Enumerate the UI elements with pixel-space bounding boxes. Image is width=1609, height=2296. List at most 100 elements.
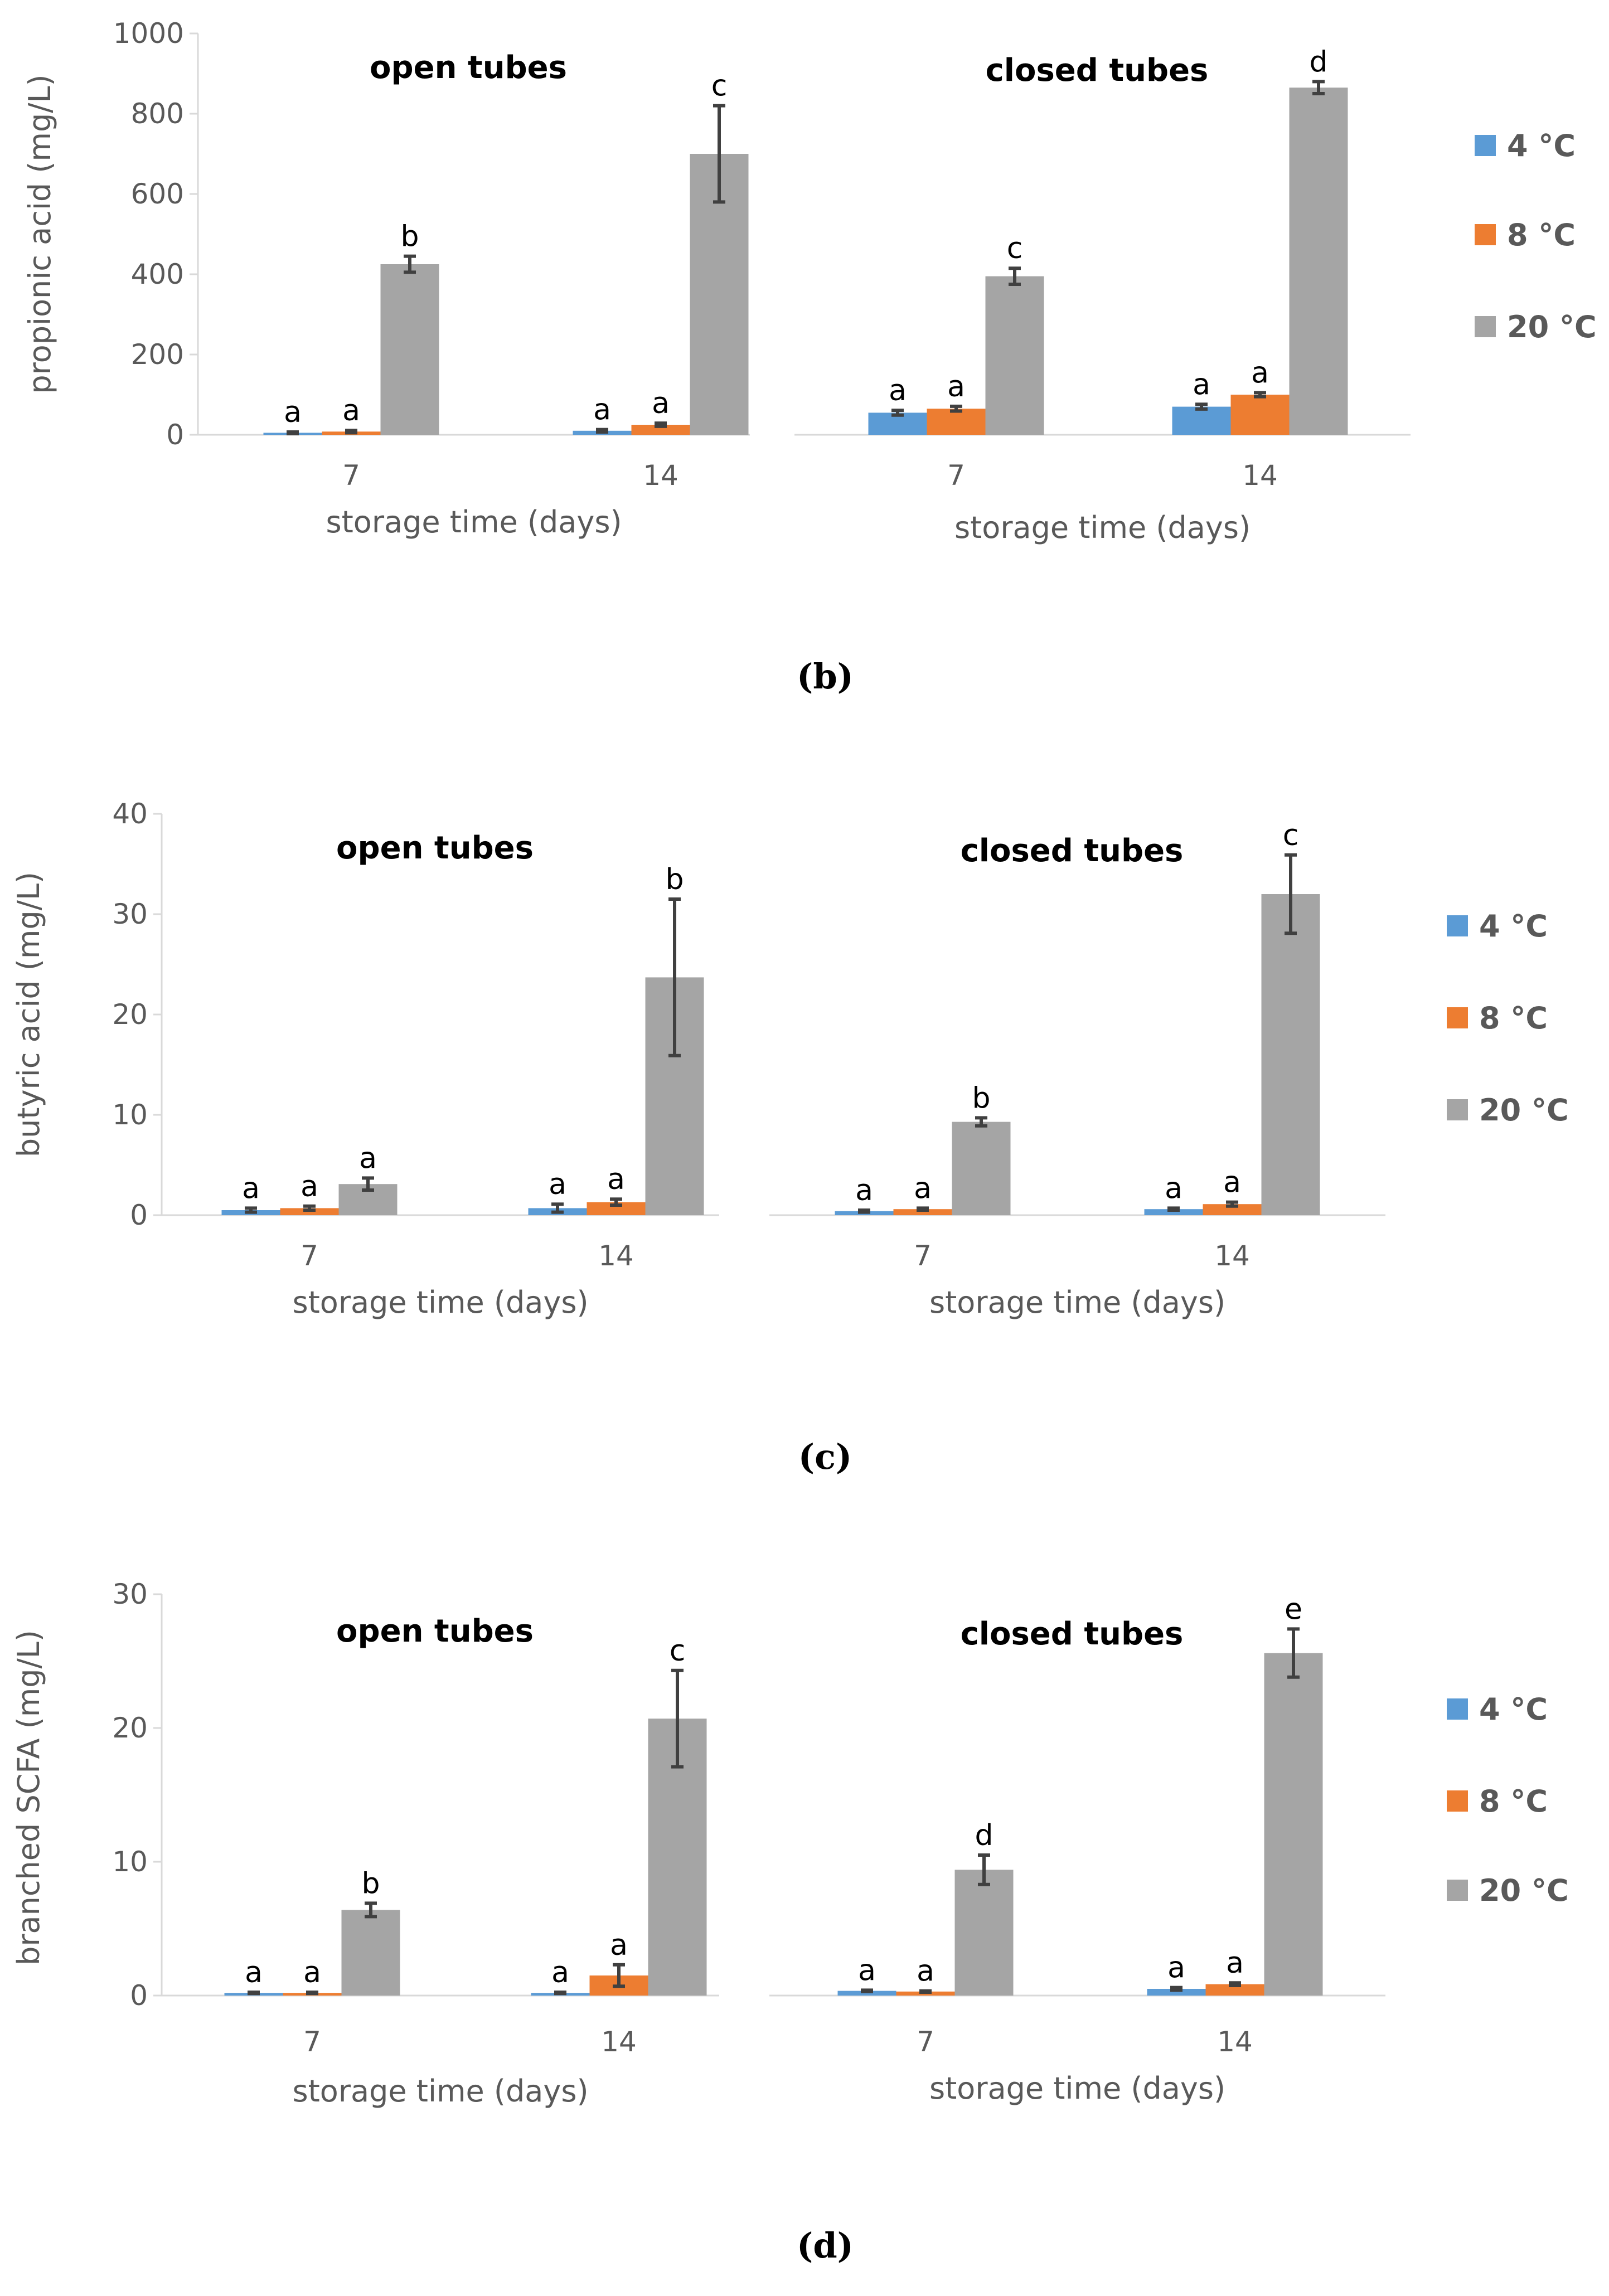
legend-swatch-8C [1447,1007,1468,1028]
significance-label: b [400,220,419,254]
bar-8C-day14 [587,1202,646,1215]
significance-label: a [359,1142,377,1175]
significance-label: a [551,1956,569,1989]
legend-swatch-8C [1447,1790,1468,1812]
significance-label: a [914,1172,932,1205]
bar-20C-day7 [954,1870,1014,1996]
figure-caption: (c) [798,1436,852,1477]
y-tick-label: 0 [130,1979,148,2012]
figure-caption: (b) [797,656,854,697]
y-tick-label: 10 [112,1099,148,1131]
legend: 4 °C 8 °C 20 °C [1475,128,1597,344]
bar-20C-day7 [952,1122,1011,1215]
significance-label: a [855,1174,873,1207]
legend-swatch-20C [1475,316,1496,337]
bar-8C-day7 [893,1209,952,1215]
significance-label: a [593,394,611,427]
bar-8C-day14 [1205,1984,1264,1996]
legend-swatch-20C [1447,1099,1468,1120]
y-tick-label: 30 [112,898,148,930]
legend-label-8C: 8 °C [1479,1001,1548,1036]
panel-title: open tubes [370,50,567,86]
chart-3: 0 10 20 30 branched SCFA (mg/L) open tubes 7 14… [11,1578,1569,2266]
significance-label: a [889,374,907,407]
x-axis-title: storage time (days) [326,504,622,540]
y-tick-label: 20 [112,998,148,1031]
bar-8C-day14 [631,425,690,435]
x-category-label: 7 [342,459,360,492]
figure-caption: (d) [797,2225,854,2266]
significance-label: c [711,70,728,103]
bar-4C-day14 [1172,406,1231,435]
panel-title: open tubes [336,1613,534,1649]
panel-open: open tubes 7 14 storage time (days) a a a a a b [153,813,719,1320]
legend-label-20C: 20 °C [1479,1093,1569,1128]
y-axis-title: propionic acid (mg/L) [22,74,57,394]
x-axis-title: storage time (days) [929,1285,1225,1320]
significance-label: c [1007,232,1023,265]
significance-label: a [1251,356,1269,390]
significance-label: a [342,394,360,428]
bar-8C-day14 [1230,395,1290,435]
panel-closed: closed tubes 7 14 storage time (days) a a a a b c [769,819,1385,1320]
x-category-label: 14 [1214,1240,1250,1272]
y-tick-label: 0 [166,419,184,451]
y-tick-label: 800 [131,98,184,130]
significance-label: a [284,396,302,429]
significance-label: a [1193,368,1210,401]
legend-swatch-4C [1475,135,1496,156]
y-axis-title: branched SCFA (mg/L) [11,1630,46,1965]
x-axis-title: storage time (days) [954,510,1251,545]
legend-label-20C: 20 °C [1479,1873,1569,1908]
significance-label: a [1167,1952,1185,1985]
legend-label-8C: 8 °C [1479,1784,1548,1819]
legend: 4 °C 8 °C 20 °C [1447,909,1569,1128]
significance-label: b [361,1867,380,1900]
chart-1: 0 200 400 600 800 1000 propionic acid (mg/L) op… [22,17,1597,697]
panel-open: open tubes 7 14 storage time (days) a a a a b c [153,1593,719,2109]
panel-title: closed tubes [986,52,1209,89]
significance-label: a [242,1172,260,1205]
legend-label-8C: 8 °C [1507,217,1576,253]
y-tick-label: 40 [112,798,148,830]
x-category-label: 7 [303,2026,321,2058]
y-tick-label: 10 [112,1846,148,1878]
bar-20C-day7 [341,1910,400,1996]
significance-label: a [303,1956,321,1989]
significance-label: a [607,1163,625,1196]
x-category-label: 7 [947,459,965,492]
bar-20C-day14 [1289,88,1348,435]
bar-4C-day14 [1144,1209,1203,1215]
significance-label: a [917,1955,934,1988]
significance-label: a [858,1954,876,1987]
y-tick-label: 1000 [113,17,184,50]
significance-label: a [301,1170,318,1203]
x-category-label: 7 [914,1240,932,1272]
significance-label: a [245,1956,263,1989]
legend-label-4C: 4 °C [1479,909,1548,944]
significance-label: a [1223,1166,1241,1200]
significance-label: a [652,387,670,420]
bar-20C-day14 [1261,894,1320,1215]
significance-label: a [610,1929,628,1962]
y-tick-label: 20 [112,1712,148,1744]
significance-label: d [1309,45,1327,79]
legend-swatch-4C [1447,1698,1468,1720]
panel-title: closed tubes [961,833,1184,869]
significance-label: c [1283,819,1299,852]
bar-4C-day14 [1147,1989,1206,1996]
x-category-label: 14 [601,2026,637,2058]
legend: 4 °C 8 °C 20 °C [1447,1692,1569,1908]
legend-label-4C: 4 °C [1479,1692,1548,1727]
legend-label-20C: 20 °C [1507,309,1597,344]
y-tick-label: 400 [131,258,184,290]
y-tick-label: 30 [112,1578,148,1610]
chart-2: 0 10 20 30 40 butyric acid (mg/L) open tubes 7 1… [11,798,1569,1477]
y-tick-label: 200 [131,338,184,371]
panel-closed: closed tubes 7 14 storage time (days) a a a a c d [794,45,1411,545]
x-category-label: 14 [1242,459,1278,492]
x-category-label: 14 [643,459,679,492]
x-axis-title: storage time (days) [929,2071,1225,2106]
x-category-label: 7 [917,2026,934,2058]
